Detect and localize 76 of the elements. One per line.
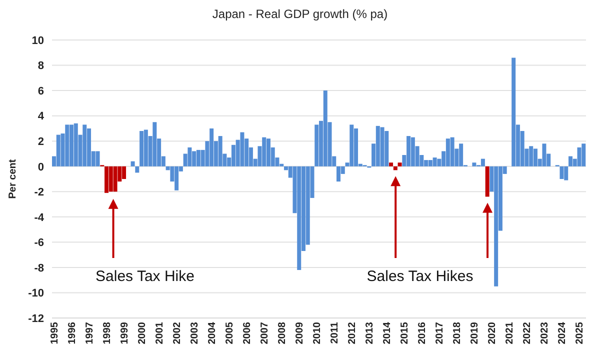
bar: [393, 166, 398, 170]
bar: [472, 162, 476, 166]
x-tick-label: 2011: [329, 322, 340, 344]
y-tick-label: -8: [34, 262, 44, 274]
bar: [152, 122, 157, 166]
bar: [82, 124, 87, 166]
x-tick-label: 2001: [154, 322, 166, 344]
bar: [240, 132, 244, 166]
x-tick-label: 1996: [66, 322, 78, 344]
bar: [135, 166, 140, 173]
bar: [512, 58, 516, 166]
bar: [113, 166, 118, 192]
y-tick-label: -10: [28, 288, 44, 300]
bar: [380, 127, 384, 166]
x-tick-label: 2002: [172, 322, 183, 344]
bar: [560, 166, 564, 179]
y-tick-label: 8: [38, 60, 44, 72]
x-tick-label: 2009: [294, 322, 306, 344]
x-tick-label: 2008: [276, 322, 288, 344]
bar: [336, 166, 341, 182]
y-tick-label: 4: [38, 110, 45, 123]
y-tick-label: 10: [32, 34, 44, 47]
y-tick-label: -12: [28, 312, 44, 325]
bar: [480, 158, 485, 166]
x-tick-label: 2018: [452, 322, 463, 344]
bar: [104, 166, 109, 193]
annotation: Sales Tax Hikes: [366, 268, 474, 285]
chart-title: Japan - Real GDP growth (% pa): [212, 7, 388, 21]
x-tick-label: 2007: [259, 322, 270, 344]
x-tick-label: 2013: [364, 322, 376, 344]
x-tick-label: 1995: [49, 322, 60, 344]
y-tick-label: -2: [34, 186, 44, 199]
x-tick-label: 2024: [557, 322, 568, 344]
bar: [389, 162, 394, 166]
bar: [450, 137, 454, 166]
x-tick-label: 2023: [540, 322, 551, 344]
bar: [140, 130, 144, 166]
x-tick-label: 2006: [242, 322, 253, 344]
bar: [485, 166, 490, 197]
bar: [218, 136, 222, 166]
y-tick-label: 0: [38, 161, 44, 174]
x-tick-label: 2016: [416, 322, 428, 344]
annotation: Sales Tax Hike: [96, 268, 194, 285]
y-tick-label: 6: [38, 85, 44, 98]
x-tick-label: 2005: [224, 322, 236, 344]
bar: [577, 147, 582, 166]
y-axis-title: Per cent: [8, 158, 19, 199]
x-tick-label: 2015: [399, 322, 410, 344]
bar: [350, 124, 354, 166]
bar: [432, 158, 437, 166]
bar: [398, 162, 402, 166]
bar: [384, 130, 389, 166]
x-tick-label: 2010: [312, 322, 323, 344]
x-tick-label: 2000: [136, 322, 148, 344]
x-tick-label: 2020: [486, 322, 498, 344]
bar: [314, 124, 319, 166]
bar: [130, 161, 135, 166]
x-tick-label: 2014: [382, 322, 393, 344]
y-tick-label: 2: [38, 136, 44, 148]
bar: [96, 151, 100, 166]
bar: [188, 147, 192, 166]
y-tick-label: -6: [34, 237, 44, 250]
x-tick-label: 2004: [206, 322, 218, 344]
bar: [542, 144, 546, 166]
x-tick-label: 2017: [434, 322, 446, 344]
y-tick-label: -4: [34, 212, 45, 224]
x-tick-label: 1998: [102, 322, 113, 344]
x-tick-label: 2012: [346, 322, 358, 344]
x-tick-label: 2022: [522, 322, 534, 344]
x-tick-label: 2003: [189, 322, 200, 344]
x-tick-label: 2025: [574, 322, 586, 344]
x-tick-label: 1997: [84, 322, 96, 344]
x-tick-label: 2019: [469, 322, 480, 344]
x-tick-label: 2021: [504, 322, 516, 344]
x-tick-label: 1999: [119, 322, 130, 344]
bar: [65, 124, 70, 166]
